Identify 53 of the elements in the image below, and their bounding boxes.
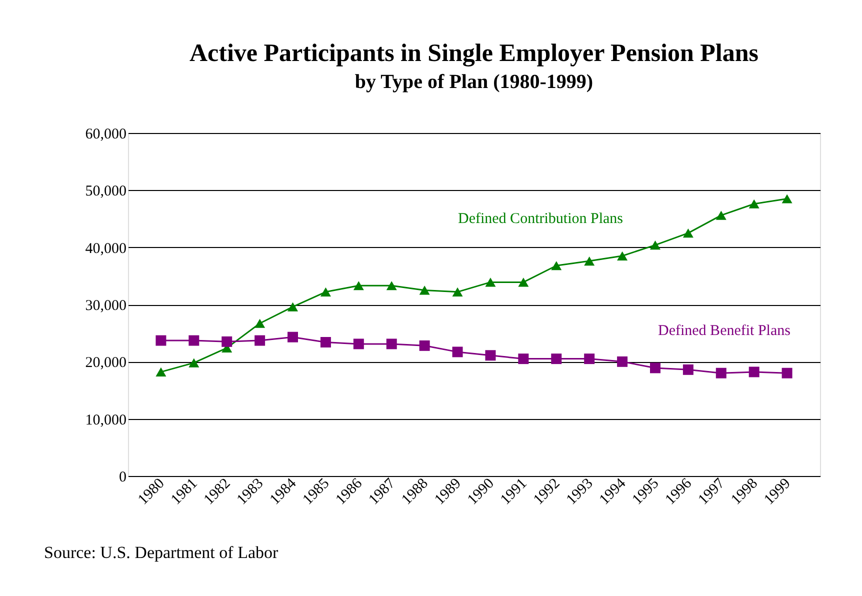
y-tick-label: 60,000 <box>85 126 126 142</box>
point <box>254 335 266 346</box>
point <box>320 336 331 348</box>
point <box>419 286 430 295</box>
point <box>551 261 562 270</box>
point <box>650 240 660 250</box>
point <box>156 335 166 346</box>
series-label: Defined Benefit Plans <box>658 323 791 339</box>
y-tick-label: 0 <box>119 470 126 486</box>
point <box>748 366 760 378</box>
point <box>716 368 726 378</box>
point <box>518 354 529 364</box>
point <box>386 281 397 290</box>
point <box>518 278 529 287</box>
point <box>485 350 496 361</box>
point <box>222 336 232 347</box>
point <box>320 287 331 296</box>
point <box>452 346 463 358</box>
point <box>782 194 792 204</box>
point <box>386 338 397 350</box>
point <box>617 356 628 367</box>
point <box>485 278 496 287</box>
point <box>188 335 200 346</box>
point <box>254 318 266 328</box>
point <box>584 256 595 266</box>
point <box>156 367 166 376</box>
point <box>716 210 726 220</box>
point <box>682 364 694 375</box>
series-label: Defined Contribution Plans <box>458 211 624 227</box>
point <box>288 302 298 312</box>
point <box>782 368 792 378</box>
y-tick-label: 40,000 <box>85 240 126 257</box>
point <box>452 287 463 296</box>
point <box>650 362 660 374</box>
y-tick-label: 30,000 <box>85 298 126 314</box>
point <box>353 281 364 290</box>
y-tick-label: 20,000 <box>85 355 126 372</box>
source-note: Source: U.S. Department of Labor <box>44 543 278 562</box>
point <box>748 199 760 208</box>
point <box>288 332 298 342</box>
point <box>188 358 200 368</box>
y-tick-label: 50,000 <box>85 184 126 200</box>
point <box>584 354 595 364</box>
point <box>551 354 562 364</box>
x-tick-label: 1981 <box>168 476 201 508</box>
chart-title: Active Participants in Single Employer Pension Plans <box>190 40 759 67</box>
point <box>682 228 694 238</box>
point <box>617 251 628 260</box>
x-tick-label: 1991 <box>498 476 530 508</box>
y-tick-label: 10,000 <box>85 412 126 428</box>
point <box>353 338 364 350</box>
chart-subtitle: by Type of Plan (1980-1999) <box>354 71 594 93</box>
point <box>419 340 430 351</box>
